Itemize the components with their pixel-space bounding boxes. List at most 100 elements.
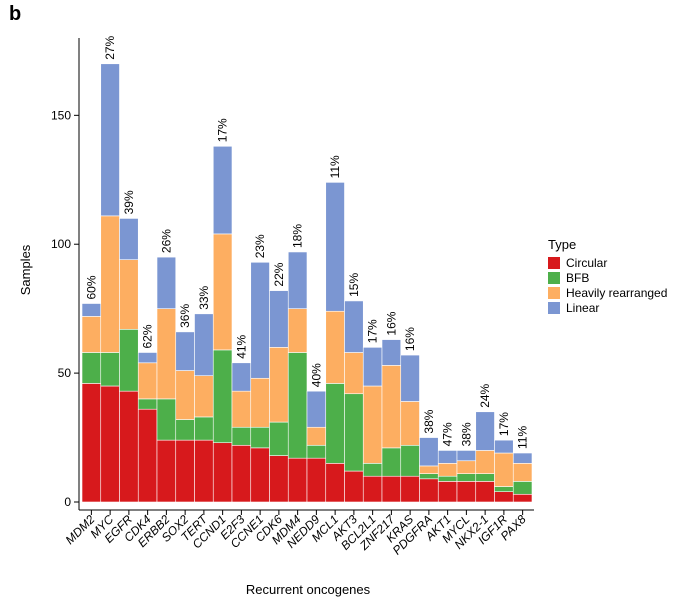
percent-label: 40% — [309, 363, 323, 387]
bar-segment-circular — [175, 439, 195, 503]
legend-swatch-circular — [548, 257, 560, 269]
percent-label: 16% — [403, 327, 417, 351]
bar-segment-bfb — [400, 444, 420, 477]
bar-segment-bfb — [287, 352, 308, 459]
bar-segment-linear — [81, 303, 102, 317]
bar-segment-bfb — [231, 426, 252, 446]
y-tick-label: 100 — [51, 237, 71, 251]
bar-segment-heavily-rearranged — [100, 215, 120, 353]
bar-segment-heavily-rearranged — [250, 377, 270, 428]
bar-segment-heavily-rearranged — [119, 259, 139, 330]
legend-label: BFB — [566, 271, 589, 285]
percent-label: 38% — [459, 422, 473, 446]
percent-label: 11% — [328, 155, 342, 178]
x-axis-title: Recurrent oncogenes — [246, 582, 371, 597]
bar-segment-circular — [437, 481, 458, 503]
bar-segment-circular — [344, 470, 364, 503]
bar-segment-circular — [287, 457, 308, 503]
bar-segment-heavily-rearranged — [287, 308, 308, 353]
bar-segment-linear — [194, 313, 214, 376]
bar-segment-circular — [419, 478, 439, 503]
bar-segment-circular — [306, 457, 327, 503]
bar-segment-linear — [325, 182, 345, 312]
bar-segment-linear — [362, 347, 383, 387]
legend-swatch-heavily-rearranged — [548, 287, 560, 299]
bar-segment-circular — [456, 481, 477, 503]
bar-segment-heavily-rearranged — [175, 370, 195, 420]
bar-segment-heavily-rearranged — [437, 463, 458, 477]
bar-segment-linear — [475, 411, 495, 451]
bar-segment-linear — [344, 300, 364, 353]
percent-label: 17% — [216, 118, 230, 142]
bar-segment-bfb — [306, 444, 327, 459]
bar-segment-linear — [400, 354, 420, 402]
bar-segment-bfb — [381, 447, 402, 477]
bar-segment-linear — [287, 251, 308, 309]
bar-segment-linear — [269, 290, 289, 348]
bar-segment-linear — [119, 218, 139, 260]
bars-layer — [81, 63, 533, 503]
bar-segment-linear — [437, 450, 458, 464]
bar-segment-bfb — [437, 475, 458, 482]
percent-label: 15% — [347, 273, 361, 297]
legend-title: Type — [548, 237, 576, 252]
percent-label: 16% — [384, 311, 398, 335]
bar-segment-heavily-rearranged — [325, 310, 345, 384]
bar-segment-heavily-rearranged — [156, 308, 177, 400]
bar-segment-linear — [231, 362, 252, 392]
bar-segment-heavily-rearranged — [81, 316, 102, 353]
percent-label: 22% — [272, 262, 286, 286]
bar-segment-bfb — [250, 426, 270, 449]
percent-label: 62% — [141, 324, 155, 348]
percent-label: 17% — [366, 319, 380, 343]
percent-label: 27% — [103, 35, 117, 59]
bar-segment-circular — [269, 455, 289, 503]
y-tick-label: 0 — [64, 495, 71, 509]
bar-segment-bfb — [512, 481, 533, 495]
bar-segment-heavily-rearranged — [137, 362, 158, 400]
bar-segment-bfb — [362, 463, 383, 477]
bar-segment-heavily-rearranged — [494, 452, 514, 487]
bar-segment-heavily-rearranged — [475, 450, 495, 474]
bar-segment-bfb — [175, 419, 195, 441]
bar-segment-heavily-rearranged — [344, 352, 364, 395]
bar-segment-bfb — [137, 398, 158, 410]
bar-segment-bfb — [156, 398, 177, 441]
bar-segment-heavily-rearranged — [231, 390, 252, 428]
percent-label: 33% — [197, 285, 211, 309]
bar-segment-heavily-rearranged — [194, 375, 214, 418]
bar-segment-circular — [475, 481, 495, 503]
bar-segment-bfb — [344, 393, 364, 472]
bar-segment-bfb — [194, 416, 214, 441]
legend-swatch-linear — [548, 302, 560, 314]
bar-segment-heavily-rearranged — [419, 465, 439, 474]
legend-label: Circular — [566, 256, 607, 270]
bar-segment-circular — [212, 442, 233, 503]
bar-segment-circular — [81, 383, 102, 503]
bar-segment-circular — [250, 447, 270, 503]
percent-label: 24% — [478, 383, 492, 407]
bar-segment-circular — [381, 475, 402, 503]
bar-segment-circular — [494, 491, 514, 503]
percent-label: 41% — [234, 334, 248, 358]
bar-segment-linear — [494, 439, 514, 454]
percent-label: 36% — [178, 304, 192, 328]
percent-label: 38% — [422, 409, 436, 433]
bar-segment-circular — [512, 493, 533, 503]
y-tick-label: 50 — [58, 366, 72, 380]
percent-label: 60% — [84, 275, 98, 299]
bar-segment-bfb — [81, 352, 102, 384]
bar-segment-heavily-rearranged — [306, 426, 327, 446]
axes: 0 50 100 150 — [51, 38, 534, 515]
bar-segment-heavily-rearranged — [362, 385, 383, 464]
percent-label: 26% — [159, 229, 173, 253]
percent-label: 17% — [497, 412, 511, 436]
bar-segment-bfb — [119, 328, 139, 392]
bar-segment-heavily-rearranged — [456, 460, 477, 474]
legend-swatch-bfb — [548, 272, 560, 284]
bar-segment-circular — [137, 408, 158, 503]
bar-segment-bfb — [325, 383, 345, 464]
bar-segment-circular — [100, 385, 120, 503]
bar-segment-circular — [156, 439, 177, 503]
